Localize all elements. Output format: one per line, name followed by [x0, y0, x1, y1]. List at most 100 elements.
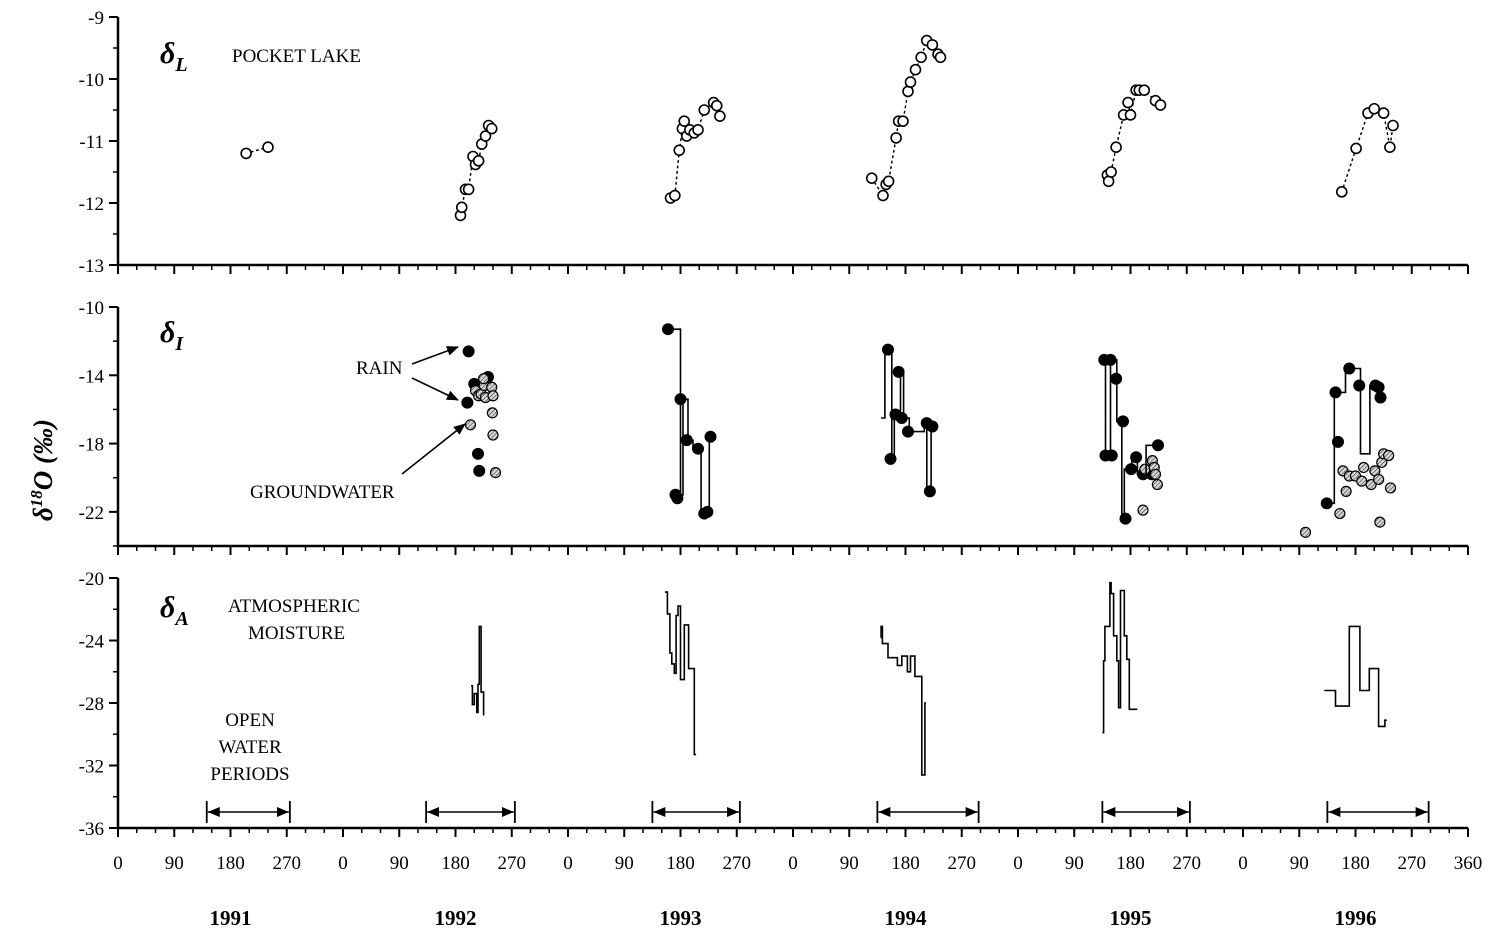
lake-point [904, 76, 917, 88]
lake-point [479, 130, 492, 142]
groundwater-point [489, 466, 502, 479]
x-tick-label: 270 [723, 853, 752, 874]
lake-point [1384, 141, 1396, 153]
annotation-arrow [401, 423, 466, 475]
groundwater-point [1383, 449, 1395, 462]
y-tick-label-input: -10 [79, 298, 104, 319]
rain-point [1332, 435, 1344, 448]
y-tick-label-input: -22 [79, 503, 104, 524]
lake-point [692, 124, 704, 136]
groundwater-point [1149, 468, 1162, 480]
lake-point [1124, 109, 1137, 121]
x-tick-label: 90 [165, 853, 184, 874]
groundwater-point [1356, 475, 1368, 487]
panel-lake-symbol: δL [160, 37, 188, 76]
lake-point [897, 115, 909, 127]
annotation-arrow [411, 346, 459, 365]
axes-layer: -9 -10 -11 -12 -13 -10 -14 -18 -22 -20 -24 -28 -32 -3… [79, 8, 1469, 840]
x-tick-label: 270 [273, 853, 302, 874]
x-tick-label: 90 [840, 853, 859, 874]
year-label: 1992 [435, 906, 477, 930]
lake-point [462, 183, 475, 196]
year-label: 1995 [1110, 906, 1152, 930]
x-tick-label: 90 [390, 853, 409, 874]
groundwater-point [1373, 473, 1385, 486]
lake-point [678, 115, 691, 127]
annotation-arrow [411, 377, 459, 401]
y-tick-label-input: -18 [79, 435, 104, 456]
groundwater-point [478, 373, 490, 385]
lake-point [673, 144, 686, 157]
open-water-label-line1: OPEN [225, 710, 275, 731]
lake-point [1368, 102, 1381, 115]
panel-atmos-title-line2: MOISTURE [248, 623, 345, 644]
lake-point [472, 155, 485, 167]
x-tick-label: 0 [788, 853, 798, 874]
dotted-line-lake-1995 [1106, 89, 1162, 182]
rain-point [473, 464, 486, 477]
step-line-atmos-1996 [1324, 625, 1387, 728]
step-line-input-1993 [664, 328, 712, 515]
lake-point [1102, 175, 1115, 188]
lake-point [262, 141, 274, 153]
lake-point [1335, 186, 1348, 198]
lake-point [1138, 84, 1151, 96]
x-tick-label: 0 [563, 853, 573, 874]
step-line-atmos-1993 [664, 591, 697, 756]
lake-point [877, 189, 889, 202]
rain-point [461, 396, 474, 409]
y-tick-label-lake: -11 [79, 132, 104, 153]
dotted-line-lake-1991 [245, 146, 269, 155]
y-tick-label-lake: -12 [79, 194, 104, 215]
marks-layer [205, 34, 1430, 823]
lake-point [926, 39, 939, 51]
lake-point [485, 122, 498, 135]
panel-lake-title: POCKET LAKE [232, 46, 361, 67]
lake-point [1377, 107, 1390, 119]
x-tick-label: 360 [1454, 853, 1483, 874]
y-tick-label-lake: -10 [79, 70, 104, 91]
groundwater-label: GROUNDWATER [250, 482, 395, 503]
groundwater-point [486, 407, 498, 419]
y-axis-label: δ18O (‰) [27, 419, 58, 521]
x-tick-label: 270 [948, 853, 977, 874]
lake-point [909, 63, 922, 76]
lake-point [710, 99, 723, 112]
rain-point [884, 452, 897, 465]
x-tick-label: 180 [1116, 853, 1145, 874]
lake-point [698, 104, 711, 116]
groundwater-point [1340, 485, 1352, 497]
rain-point [1374, 391, 1387, 404]
x-tick-label: 270 [1398, 853, 1427, 874]
groundwater-point [1365, 478, 1377, 491]
x-tick-label: 90 [1290, 853, 1309, 874]
lake-point [1387, 119, 1399, 132]
groundwater-point [1374, 516, 1386, 528]
lake-point [1110, 141, 1122, 153]
x-tick-label: 0 [1013, 853, 1023, 874]
step-line-atmos-1992 [471, 625, 485, 716]
lake-point [714, 110, 726, 122]
step-line-atmos-1995 [1102, 581, 1138, 734]
groundwater-point [1139, 463, 1151, 475]
open-water-label-line2: WATER [218, 737, 282, 758]
panel-atmos-title-line1: ATMOSPHERIC [228, 596, 360, 617]
y-tick-label-lake: -13 [79, 256, 104, 277]
y-tick-label-atmos: -28 [79, 694, 104, 715]
groundwater-point [1151, 478, 1163, 491]
open-water-label-line3: PERIODS [210, 764, 289, 785]
groundwater-point [487, 429, 499, 441]
panel-atmos-symbol: δA [160, 591, 189, 630]
step-line-atmos-1994 [880, 625, 927, 776]
x-tick-label: 0 [1238, 853, 1248, 874]
lake-point [915, 51, 927, 64]
rain-point [472, 447, 484, 460]
x-tick-label: 0 [113, 853, 123, 874]
lake-point [455, 201, 468, 214]
lake-point [669, 189, 681, 202]
lake-point [865, 172, 878, 184]
year-label: 1991 [210, 906, 252, 930]
groundwater-point [487, 390, 499, 402]
groundwater-point [1137, 504, 1149, 516]
